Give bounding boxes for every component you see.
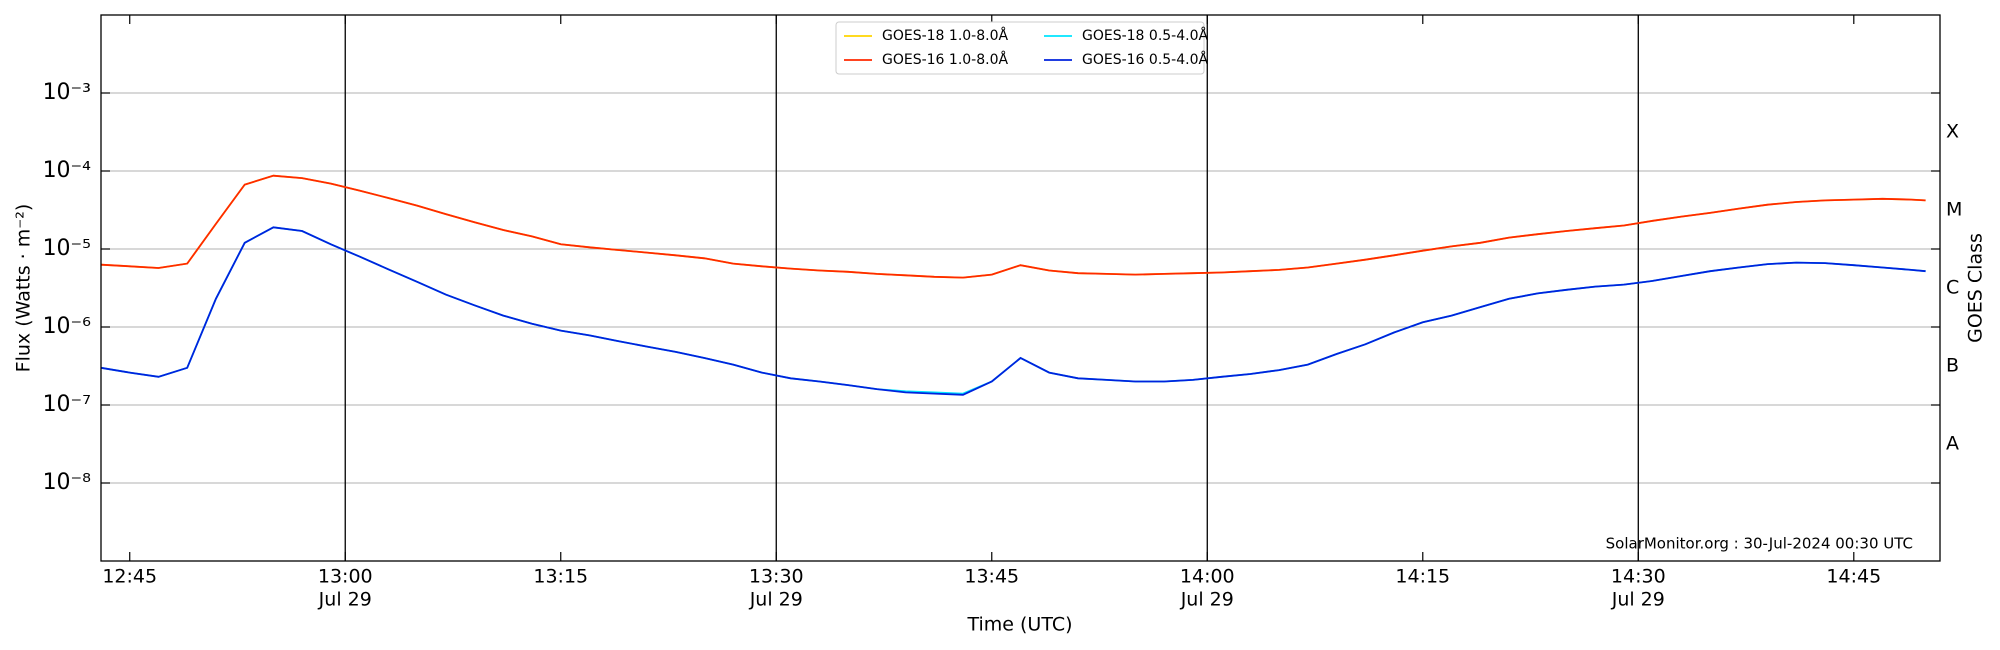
x-tick-label: 14:30 bbox=[1611, 566, 1666, 588]
y2-tick-label: X bbox=[1946, 121, 1959, 143]
series-line bbox=[100, 174, 1926, 279]
x-axis-label: Time (UTC) bbox=[966, 614, 1072, 636]
legend-label: GOES-18 1.0-8.0Å bbox=[882, 27, 1008, 44]
legend-box bbox=[835, 21, 1205, 75]
y2-tick-label: A bbox=[1946, 433, 1959, 455]
x-tick-date: Jul 29 bbox=[1180, 589, 1234, 611]
x-tick-date: Jul 29 bbox=[749, 589, 803, 611]
x-tick-label: 14:45 bbox=[1826, 566, 1881, 588]
x-tick-label: 13:15 bbox=[533, 566, 588, 588]
x-tick-label: 13:45 bbox=[964, 566, 1019, 588]
y-tick-label: 10⁻⁷ bbox=[43, 392, 91, 417]
legend-label: GOES-16 0.5-4.0Å bbox=[1082, 51, 1208, 68]
y2-tick-label: C bbox=[1946, 277, 1959, 299]
series-line bbox=[100, 226, 1926, 396]
y-tick-label: 10⁻⁸ bbox=[43, 470, 92, 495]
y2-tick-label: M bbox=[1946, 199, 1962, 221]
x-tick-label: 13:30 bbox=[749, 566, 804, 588]
series-line bbox=[100, 226, 1926, 395]
legend-label: GOES-16 1.0-8.0Å bbox=[882, 51, 1008, 68]
y-axis-label: Flux (Watts · m⁻²) bbox=[13, 204, 35, 373]
y-tick-label: 10⁻³ bbox=[43, 80, 91, 105]
y2-tick-label: B bbox=[1946, 355, 1959, 377]
plot-frame bbox=[100, 14, 1941, 562]
annotation: SolarMonitor.org : 30-Jul-2024 00:30 UTC bbox=[1606, 535, 1913, 553]
x-tick-label: 14:15 bbox=[1395, 566, 1450, 588]
x-tick-date: Jul 29 bbox=[1611, 589, 1665, 611]
x-tick-label: 14:00 bbox=[1180, 566, 1235, 588]
x-tick-label: 12:45 bbox=[102, 566, 157, 588]
y2-axis-label: GOES Class bbox=[1965, 233, 1987, 343]
legend-label: GOES-18 0.5-4.0Å bbox=[1082, 27, 1208, 44]
y-tick-label: 10⁻⁵ bbox=[43, 236, 91, 261]
y-tick-label: 10⁻⁴ bbox=[43, 158, 92, 183]
x-tick-label: 13:00 bbox=[318, 566, 373, 588]
y-tick-label: 10⁻⁶ bbox=[43, 314, 92, 339]
x-tick-date: Jul 29 bbox=[318, 589, 372, 611]
